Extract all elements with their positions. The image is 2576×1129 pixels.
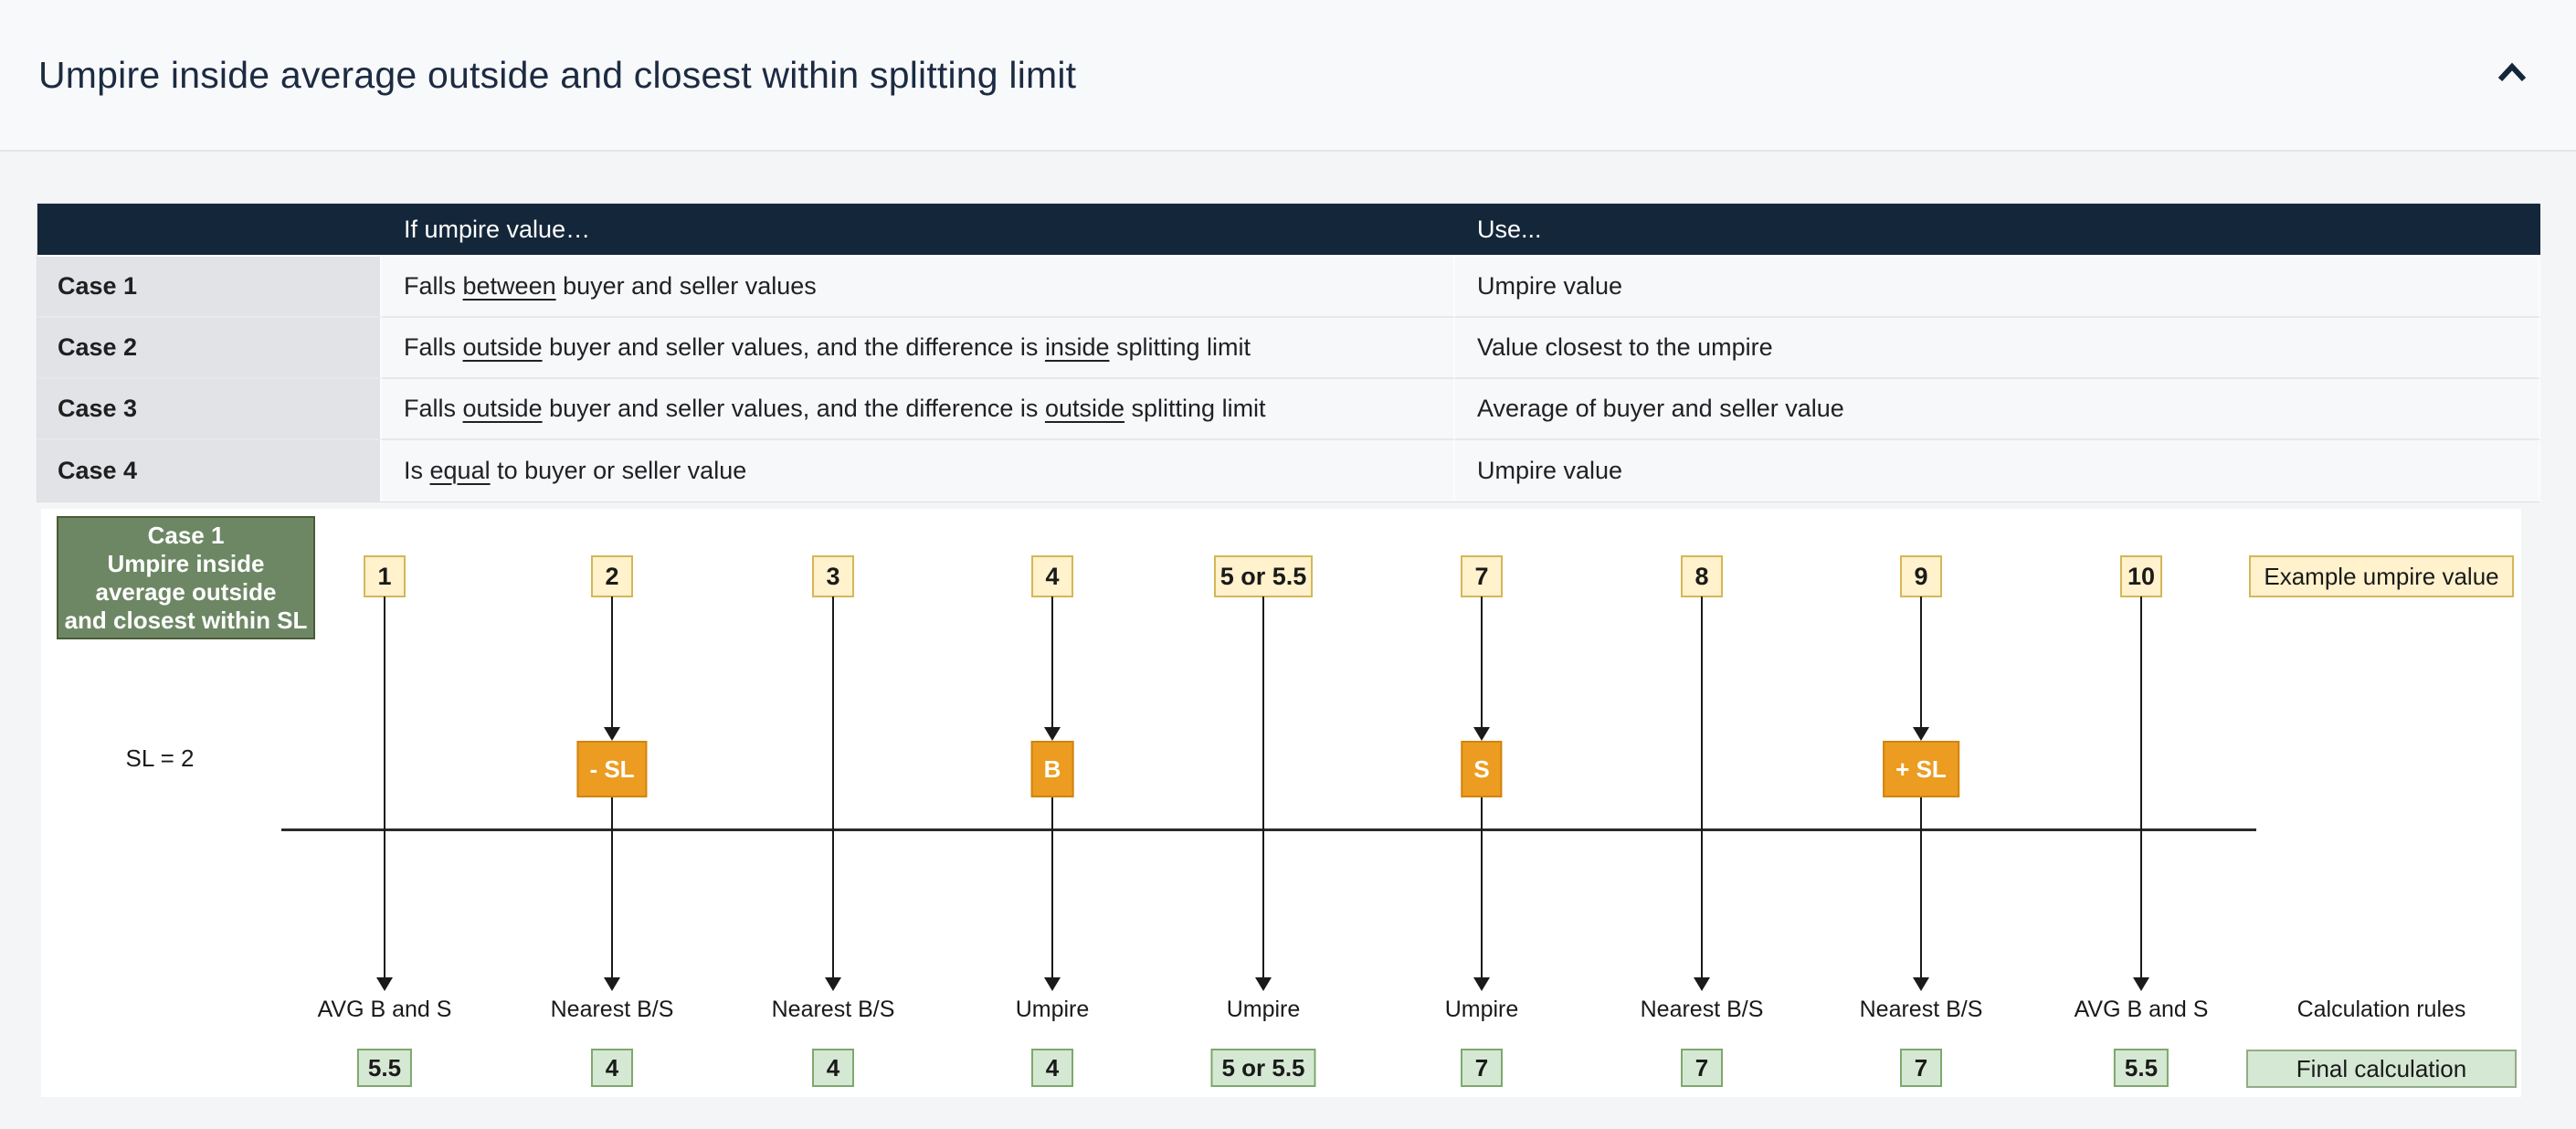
table-header-case	[37, 204, 382, 257]
connector-line	[2140, 596, 2142, 978]
result-value-box: 4	[812, 1049, 854, 1087]
connector-line	[1051, 596, 1053, 729]
result-value-box: 5.5	[356, 1049, 413, 1087]
calculation-rules-label: Calculation rules	[2296, 997, 2466, 1022]
connector-line	[1920, 596, 1922, 729]
arrowhead-icon	[825, 977, 841, 991]
chevron-up-icon	[2493, 55, 2531, 96]
case-summary-line: and closest within SL	[64, 606, 308, 634]
marker-box: B	[1030, 741, 1074, 797]
arrowhead-icon	[1255, 977, 1272, 991]
arrowhead-icon	[604, 727, 620, 741]
result-value-box: 7	[1461, 1049, 1503, 1087]
splitting-limit-label: SL = 2	[125, 744, 195, 772]
case-label-cell: Case 1	[37, 257, 382, 318]
arrowhead-icon	[1044, 727, 1061, 741]
connector-line	[832, 596, 834, 978]
table-header-use: Use...	[1455, 204, 2540, 257]
case-label-cell: Case 2	[37, 318, 382, 379]
arrowhead-icon	[1694, 977, 1710, 991]
connector-line	[1701, 596, 1703, 978]
result-value-box: 4	[591, 1049, 633, 1087]
connector-line	[611, 797, 613, 978]
marker-box: + SL	[1883, 741, 1959, 797]
umpire-value-box: 10	[2120, 555, 2162, 597]
calculation-rule-label: Nearest B/S	[1859, 997, 1983, 1022]
result-value-box: 7	[1900, 1049, 1942, 1087]
arrowhead-icon	[604, 977, 620, 991]
result-value-box: 4	[1031, 1049, 1073, 1087]
table-header-condition: If umpire value…	[382, 204, 1455, 257]
case-summary-line: Case 1	[147, 521, 225, 549]
case-summary-box: Case 1 Umpire inside average outside and cl…	[57, 516, 315, 639]
calculation-rule-label: AVG B and S	[317, 997, 452, 1022]
case-summary-line: Umpire inside	[107, 549, 265, 577]
umpire-value-box: 5 or 5.5	[1214, 555, 1313, 597]
result-value-box: 5.5	[2113, 1049, 2170, 1087]
calculation-rule-label: Umpire	[1444, 997, 1519, 1022]
connector-line	[1481, 797, 1483, 978]
calculation-rule-label: Nearest B/S	[771, 997, 895, 1022]
connector-line	[1262, 596, 1264, 978]
table-row: Case 1 Falls between buyer and seller val…	[37, 257, 2540, 318]
final-calculation-box: Final calculation	[2246, 1050, 2517, 1088]
connector-line	[1051, 797, 1053, 978]
umpire-value-box: 3	[812, 555, 854, 597]
collapse-section-button[interactable]	[2486, 49, 2538, 100]
umpire-value-box: 4	[1031, 555, 1073, 597]
condition-cell: Is equal to buyer or seller value	[382, 440, 1455, 501]
use-cell: Umpire value	[1455, 440, 2540, 501]
example-umpire-value-box: Example umpire value	[2249, 555, 2514, 597]
arrowhead-icon	[1044, 977, 1061, 991]
arrowhead-icon	[1473, 977, 1490, 991]
use-cell: Value closest to the umpire	[1455, 318, 2540, 379]
diagram-canvas: Case 1 Umpire inside average outside and cl…	[41, 509, 2521, 1097]
calculation-rule-label: Umpire	[1015, 997, 1090, 1022]
arrowhead-icon	[1473, 727, 1490, 741]
connector-line	[611, 596, 613, 729]
marker-box: S	[1461, 741, 1503, 797]
result-value-box: 5 or 5.5	[1210, 1049, 1316, 1087]
marker-box: - SL	[576, 741, 648, 797]
table-row: Case 2 Falls outside buyer and seller val…	[37, 318, 2540, 379]
arrowhead-icon	[1913, 727, 1929, 741]
umpire-value-box: 9	[1900, 555, 1942, 597]
umpire-value-box: 8	[1681, 555, 1723, 597]
calculation-rule-label: Umpire	[1226, 997, 1301, 1022]
calculation-rule-label: Nearest B/S	[550, 997, 674, 1022]
condition-cell: Falls between buyer and seller values	[382, 257, 1455, 318]
connector-line	[1920, 797, 1922, 978]
condition-cell: Falls outside buyer and seller values, a…	[382, 318, 1455, 379]
use-cell: Average of buyer and seller value	[1455, 379, 2540, 440]
table-row: Case 4 Is equal to buyer or seller value U…	[37, 440, 2540, 501]
condition-cell: Falls outside buyer and seller values, a…	[382, 379, 1455, 440]
rules-table: If umpire value… Use... Case 1 Falls betw…	[37, 203, 2540, 502]
panel-header: Umpire inside average outside and closes…	[0, 0, 2576, 152]
calculation-rule-label: AVG B and S	[2074, 997, 2209, 1022]
table-header-row: If umpire value… Use...	[37, 204, 2540, 257]
page-title: Umpire inside average outside and closes…	[38, 53, 1077, 96]
result-value-box: 7	[1681, 1049, 1723, 1087]
use-cell: Umpire value	[1455, 257, 2540, 318]
arrowhead-icon	[376, 977, 393, 991]
number-line	[281, 828, 2256, 831]
table-row: Case 3 Falls outside buyer and seller val…	[37, 379, 2540, 440]
connector-line	[1481, 596, 1483, 729]
connector-line	[384, 596, 385, 978]
arrowhead-icon	[2133, 977, 2149, 991]
case-label-cell: Case 4	[37, 440, 382, 501]
case-label-cell: Case 3	[37, 379, 382, 440]
umpire-value-box: 2	[591, 555, 633, 597]
calculation-rule-label: Nearest B/S	[1640, 997, 1764, 1022]
umpire-value-box: 1	[364, 555, 406, 597]
case-summary-line: average outside	[95, 577, 277, 606]
umpire-value-box: 7	[1461, 555, 1503, 597]
arrowhead-icon	[1913, 977, 1929, 991]
